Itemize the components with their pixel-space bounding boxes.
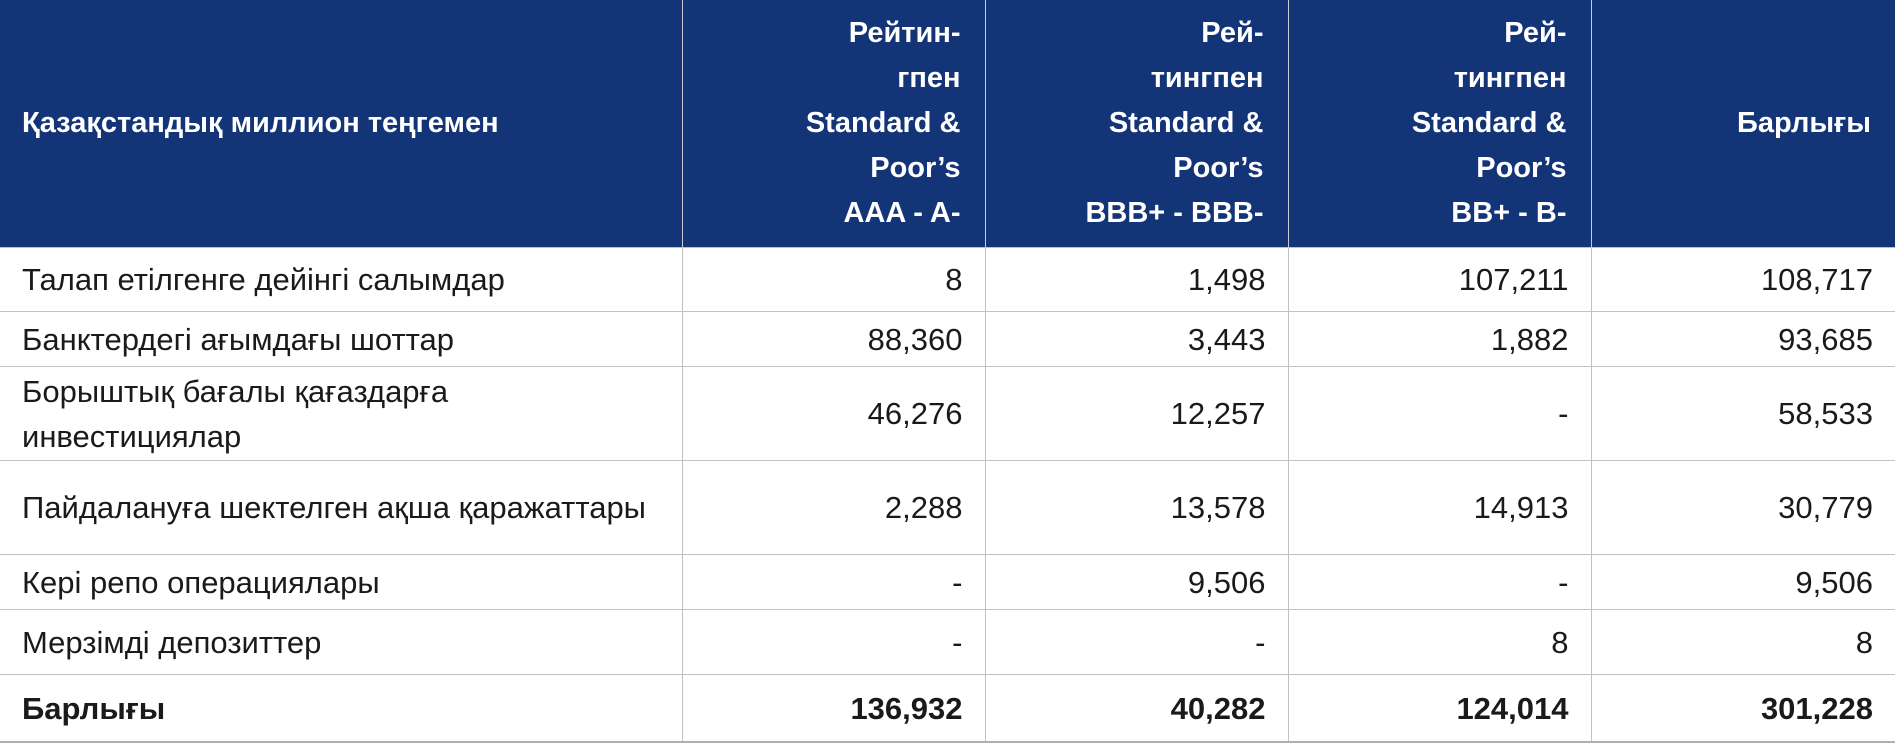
column-header-total: Барлығы [1590, 0, 1895, 248]
table-cell: 1,882 [1287, 311, 1591, 367]
column-header-line: Poor’s [1476, 152, 1567, 184]
table-cell: 1,498 [984, 247, 1288, 312]
table-cell: 9,506 [1590, 554, 1895, 610]
total-cell: 301,228 [1590, 674, 1895, 743]
column-header-line: BBB+ - BBB- [1085, 197, 1264, 229]
table-row: Талап етілгенге дейінгі салымдар 8 1,498… [0, 247, 1895, 312]
row-label: Кері репо операциялары [0, 554, 682, 610]
total-cell: 136,932 [681, 674, 985, 743]
table-cell: - [1287, 366, 1591, 461]
table-cell: - [1287, 554, 1591, 610]
column-header-line: Poor’s [1173, 152, 1264, 184]
column-header-line: BB+ - B- [1451, 197, 1567, 229]
row-label: Банктердегі ағымдағы шоттар [0, 311, 682, 367]
total-cell: 40,282 [984, 674, 1288, 743]
table-cell: 8 [681, 247, 985, 312]
column-header-line: тингпен [1150, 62, 1264, 94]
column-header-aaa: Рейтин- гпен Standard & Poor’s AAA - A- [681, 0, 985, 248]
table-cell: 3,443 [984, 311, 1288, 367]
table-cell: 58,533 [1590, 366, 1895, 461]
column-header-bbb: Рей- тингпен Standard & Poor’s BBB+ - BB… [984, 0, 1288, 248]
column-header-line: тингпен [1453, 62, 1567, 94]
table-cell: 8 [1287, 609, 1591, 675]
table-body: Талап етілгенге дейінгі салымдар 8 1,498… [0, 247, 1895, 743]
table-cell: 30,779 [1590, 460, 1895, 555]
table-cell: 88,360 [681, 311, 985, 367]
row-label: Талап етілгенге дейінгі салымдар [0, 247, 682, 312]
table-cell: - [984, 609, 1288, 675]
table-cell: - [681, 554, 985, 610]
table-row: Мерзімді депозиттер - - 8 8 [0, 609, 1895, 675]
column-header-line: Standard & [1108, 107, 1264, 139]
row-label: Борыштық бағалы қағаздарға инвестициялар [0, 366, 682, 461]
column-header-line: Рей- [1504, 17, 1567, 49]
table-cell: - [681, 609, 985, 675]
table-cell: 8 [1590, 609, 1895, 675]
table-row: Пайдалануға шектелген ақша қаражаттары 2… [0, 460, 1895, 555]
table-row: Борыштық бағалы қағаздарға инвестициялар… [0, 366, 1895, 461]
column-header-line: гпен [897, 62, 961, 94]
table-cell: 46,276 [681, 366, 985, 461]
total-row: Барлығы 136,932 40,282 124,014 301,228 [0, 674, 1895, 743]
table-cell: 14,913 [1287, 460, 1591, 555]
column-header-line: Рей- [1201, 17, 1264, 49]
table-header: Қазақстандық миллион теңгемен Рейтин- гп… [0, 0, 1895, 248]
table-cell: 108,717 [1590, 247, 1895, 312]
column-header-line: Poor’s [870, 152, 961, 184]
header-label: Қазақстандық миллион теңгемен [0, 0, 682, 248]
table-row: Банктердегі ағымдағы шоттар 88,360 3,443… [0, 311, 1895, 367]
table-cell: 2,288 [681, 460, 985, 555]
column-header-line: Рейтин- [848, 17, 961, 49]
column-header-line: Standard & [1411, 107, 1567, 139]
column-header-line: AAA - A- [843, 197, 961, 229]
row-label: Мерзімді депозиттер [0, 609, 682, 675]
table-cell: 107,211 [1287, 247, 1591, 312]
table-row: Кері репо операциялары - 9,506 - 9,506 [0, 554, 1895, 610]
table-cell: 9,506 [984, 554, 1288, 610]
total-label: Барлығы [0, 674, 682, 743]
table-cell: 93,685 [1590, 311, 1895, 367]
total-cell: 124,014 [1287, 674, 1591, 743]
table-cell: 13,578 [984, 460, 1288, 555]
header-row: Қазақстандық миллион теңгемен Рейтин- гп… [0, 0, 1895, 248]
column-header-bb: Рей- тингпен Standard & Poor’s BB+ - B- [1287, 0, 1591, 248]
row-label: Пайдалануға шектелген ақша қаражаттары [0, 460, 682, 555]
column-header-line: Standard & [805, 107, 961, 139]
table-cell: 12,257 [984, 366, 1288, 461]
column-header-line: Барлығы [1737, 107, 1871, 139]
